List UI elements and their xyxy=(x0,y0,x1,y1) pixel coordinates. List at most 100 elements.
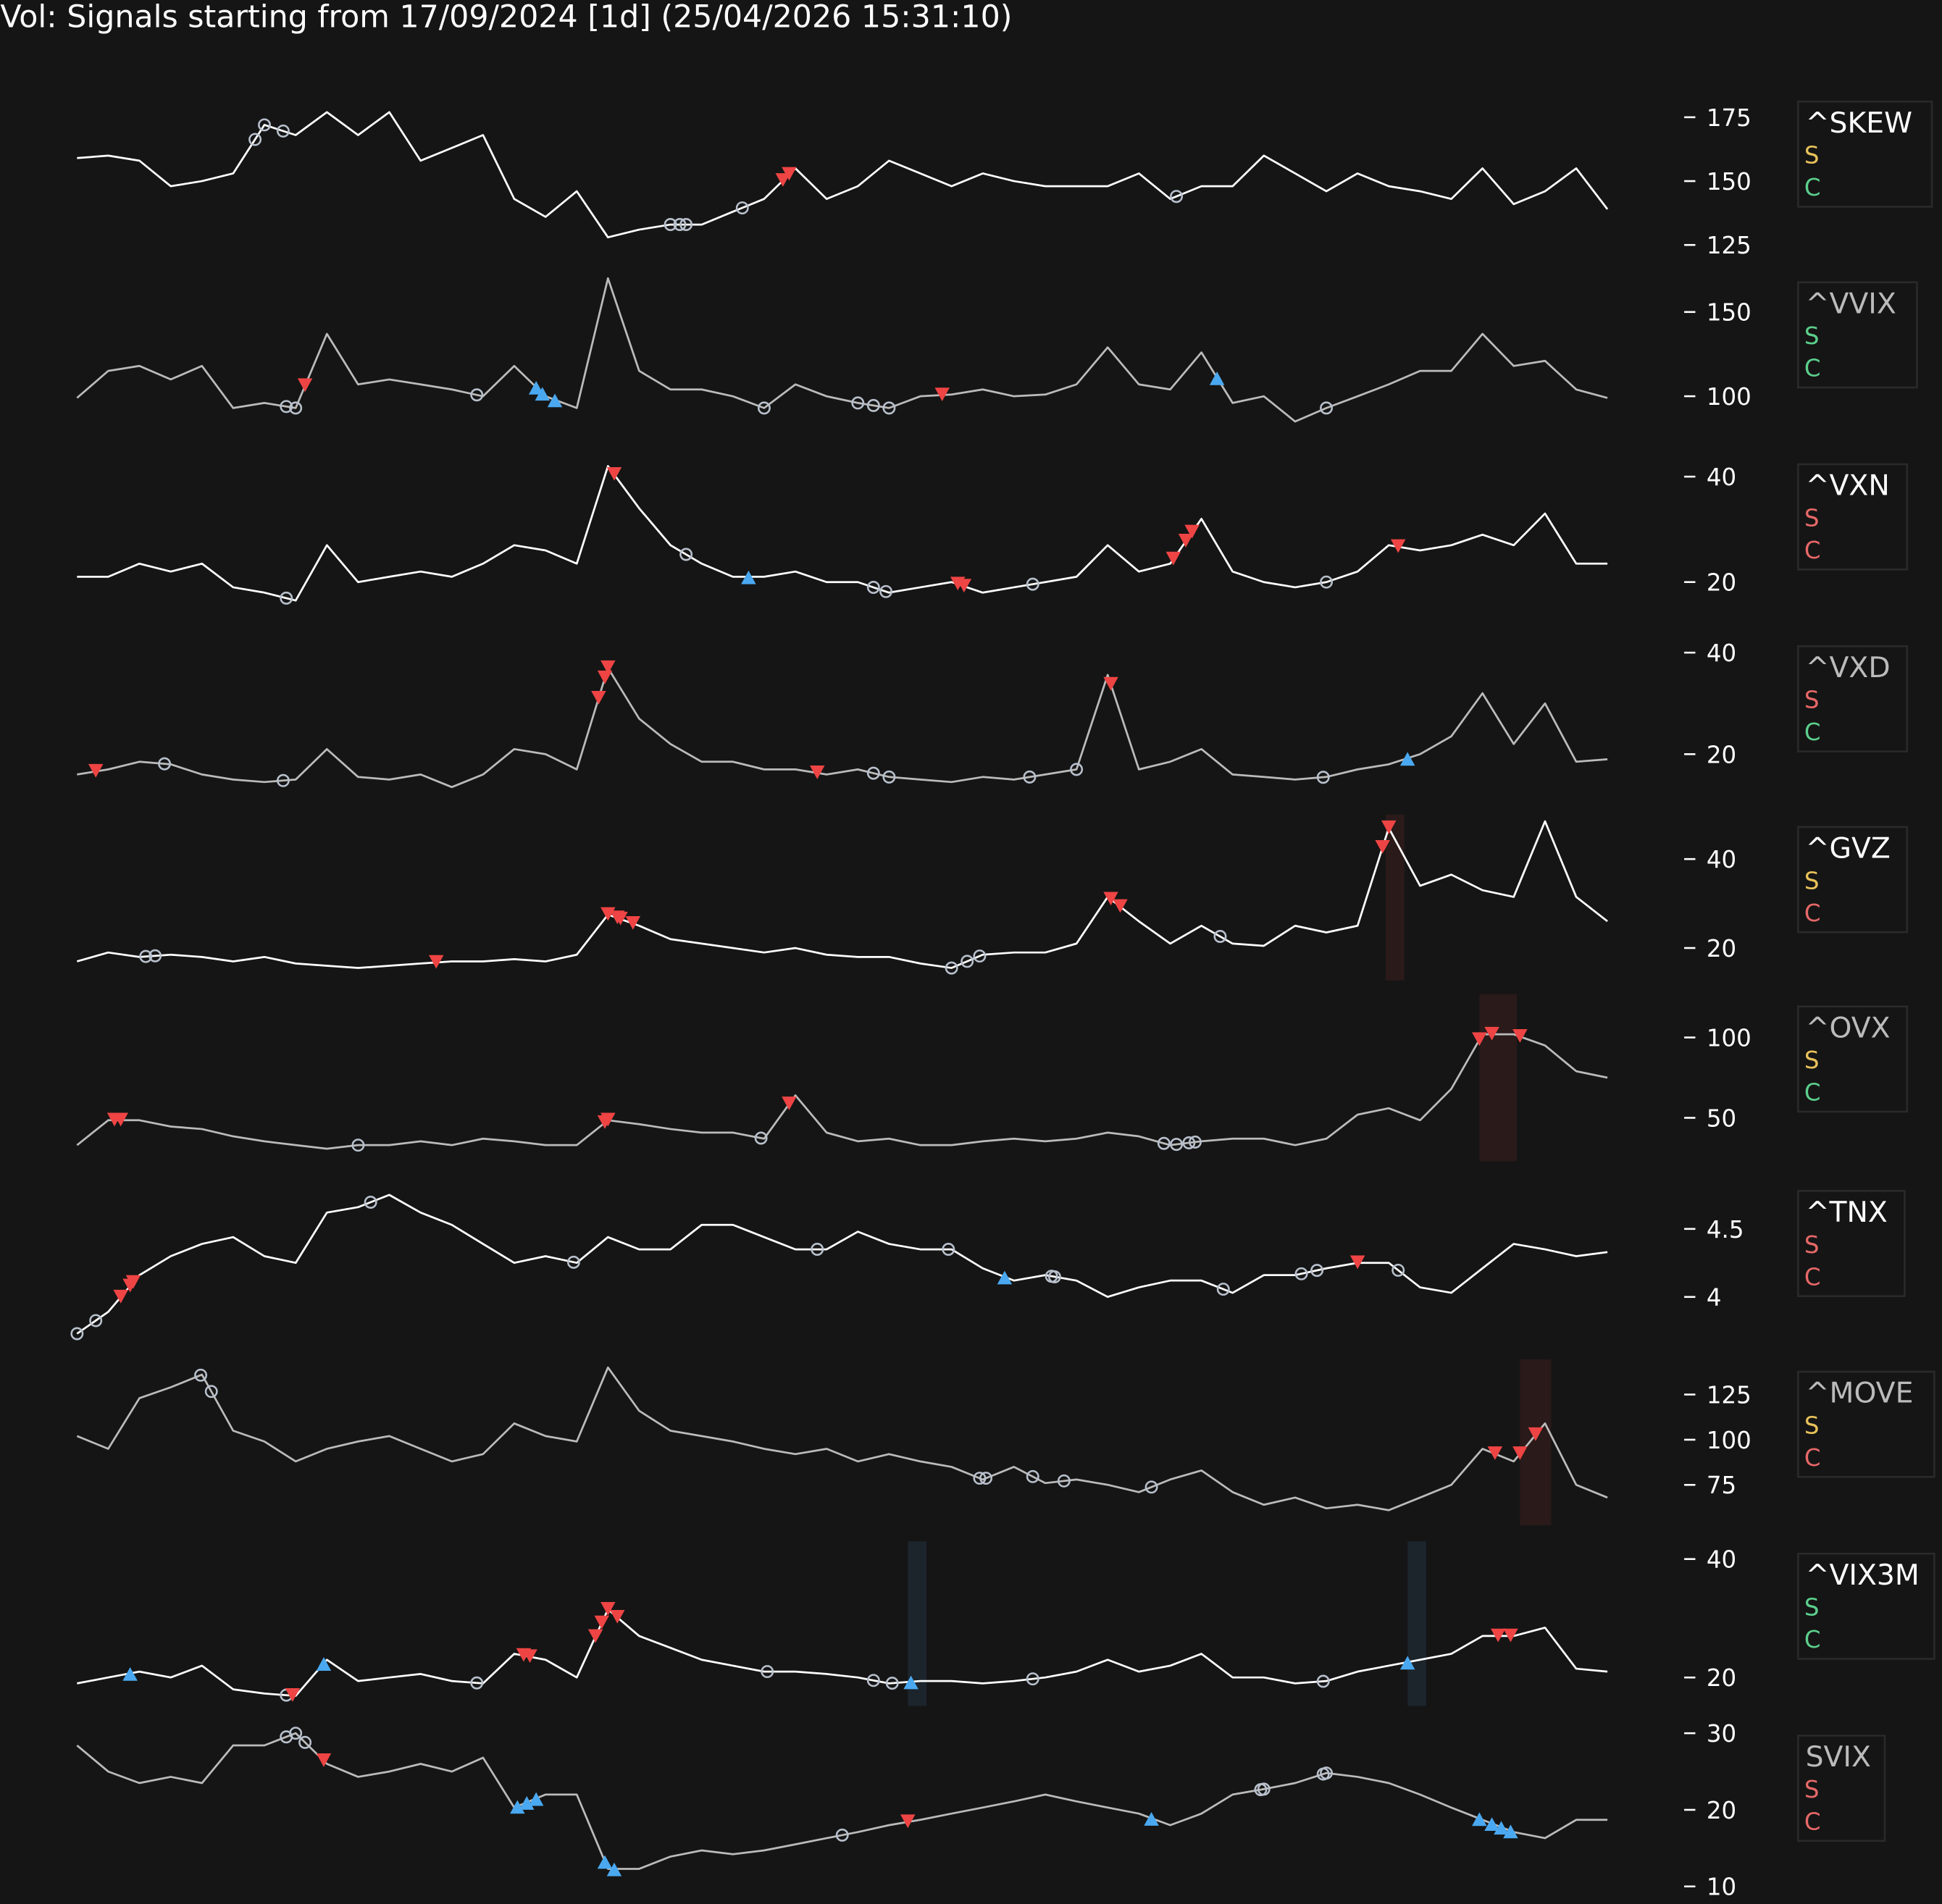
sell-triangle-marker xyxy=(1184,524,1200,539)
y-tick-label: 40 xyxy=(1707,846,1736,873)
series-line xyxy=(77,111,1609,239)
y-tick-label: 20 xyxy=(1707,935,1736,963)
circle-marker xyxy=(882,770,896,784)
series-line xyxy=(77,666,1608,789)
sell-triangle-marker xyxy=(782,1096,797,1110)
y-tick-label: 40 xyxy=(1707,1546,1736,1574)
sell-triangle-marker xyxy=(316,1753,332,1767)
legend-entry: C xyxy=(1804,1444,1821,1472)
buy-triangle-marker xyxy=(535,387,551,401)
legend-title: ^VVIX xyxy=(1806,288,1896,320)
circle-marker xyxy=(1257,1782,1271,1796)
legend-entry: S xyxy=(1804,1412,1820,1439)
circle-marker xyxy=(351,1138,365,1152)
legend-box xyxy=(1797,1190,1906,1297)
sell-triangle-marker xyxy=(1349,1255,1365,1270)
circle-marker xyxy=(1316,1674,1330,1688)
sell-triangle-marker xyxy=(285,1688,301,1702)
legend-title: ^OVX xyxy=(1806,1012,1891,1044)
y-tick-label: 150 xyxy=(1707,168,1751,196)
buy-triangle-marker xyxy=(597,1855,613,1869)
legend-entry: C xyxy=(1804,1626,1821,1653)
circle-marker xyxy=(851,396,865,410)
sell-triangle-marker xyxy=(934,387,950,402)
legend-entry: S xyxy=(1804,867,1820,894)
circle-marker xyxy=(280,591,293,605)
circle-marker xyxy=(1144,1480,1158,1494)
legend-title: ^GVZ xyxy=(1806,833,1891,865)
sell-triangle-marker xyxy=(88,763,104,778)
buy-triangle-marker xyxy=(510,1800,525,1814)
circle-marker xyxy=(757,401,771,415)
y-tick-label: 20 xyxy=(1707,1797,1736,1824)
circle-marker xyxy=(1026,1469,1039,1483)
sell-triangle-marker xyxy=(809,766,825,779)
buy-triangle-marker xyxy=(122,1666,138,1681)
circle-marker xyxy=(204,1385,218,1398)
circle-marker xyxy=(761,1665,774,1679)
series-line xyxy=(76,1366,1608,1511)
circle-marker xyxy=(470,388,484,402)
circle-marker xyxy=(289,401,303,415)
circle-marker xyxy=(1023,770,1037,784)
legend-box xyxy=(1797,826,1909,934)
circle-marker xyxy=(1310,1264,1324,1278)
y-tick-label: 20 xyxy=(1707,569,1736,597)
y-tick-label: 20 xyxy=(1707,1664,1736,1692)
legend-entry: C xyxy=(1804,355,1821,382)
sell-triangle-marker xyxy=(625,915,641,930)
sell-triangle-marker xyxy=(782,167,797,181)
circle-marker xyxy=(1213,930,1227,943)
legend-box xyxy=(1797,281,1918,389)
circle-marker xyxy=(1391,1263,1405,1277)
signal-shade xyxy=(1520,1359,1552,1525)
buy-triangle-marker xyxy=(1144,1812,1159,1826)
legend-title: ^MOVE xyxy=(1806,1377,1914,1410)
circle-marker xyxy=(1188,1135,1202,1149)
circle-marker xyxy=(1316,771,1330,784)
circle-marker xyxy=(364,1196,377,1209)
sell-triangle-marker xyxy=(1487,1446,1503,1460)
buy-triangle-marker xyxy=(1484,1817,1499,1832)
sell-triangle-marker xyxy=(600,1112,616,1127)
buy-triangle-marker xyxy=(1494,1821,1509,1835)
buy-triangle-marker xyxy=(519,1796,535,1810)
circle-marker xyxy=(1320,575,1334,589)
circle-marker xyxy=(148,949,162,963)
y-tick-label: 10 xyxy=(1707,1874,1736,1901)
legend-entry: C xyxy=(1804,174,1821,201)
sell-triangle-marker xyxy=(775,173,791,187)
circle-marker xyxy=(1216,1283,1230,1296)
sell-triangle-marker xyxy=(1178,534,1194,548)
sell-triangle-marker xyxy=(428,955,444,969)
sell-triangle-marker xyxy=(1103,892,1118,906)
sell-triangle-marker xyxy=(600,1601,616,1616)
sell-triangle-marker xyxy=(113,1112,128,1127)
y-tick-label: 125 xyxy=(1707,1382,1751,1409)
circle-marker xyxy=(960,955,974,968)
circle-marker xyxy=(1320,401,1334,415)
circle-marker xyxy=(882,401,896,415)
signal-shade xyxy=(1407,1541,1427,1706)
sell-triangle-marker xyxy=(591,690,606,705)
sell-triangle-marker xyxy=(594,1615,609,1630)
y-tick-label: 20 xyxy=(1707,741,1736,768)
sell-triangle-marker xyxy=(900,1814,916,1829)
circle-marker xyxy=(194,1368,208,1382)
panel-ovx: 100 50 ^OVX SC xyxy=(76,994,1909,1162)
sell-triangle-marker xyxy=(610,1609,625,1624)
y-tick-label: 30 xyxy=(1707,1720,1736,1748)
series-line xyxy=(77,1608,1608,1698)
buy-triangle-marker xyxy=(997,1270,1013,1285)
y-tick-label: 4.5 xyxy=(1707,1216,1744,1244)
circle-marker xyxy=(276,773,290,787)
legend-title: ^VXD xyxy=(1806,652,1891,684)
y-tick-label: 50 xyxy=(1707,1104,1736,1132)
circle-marker xyxy=(1294,1267,1308,1280)
legend-title: ^TNX xyxy=(1806,1196,1888,1229)
legend-title: ^VIX3M xyxy=(1806,1559,1920,1592)
circle-marker xyxy=(973,949,987,963)
